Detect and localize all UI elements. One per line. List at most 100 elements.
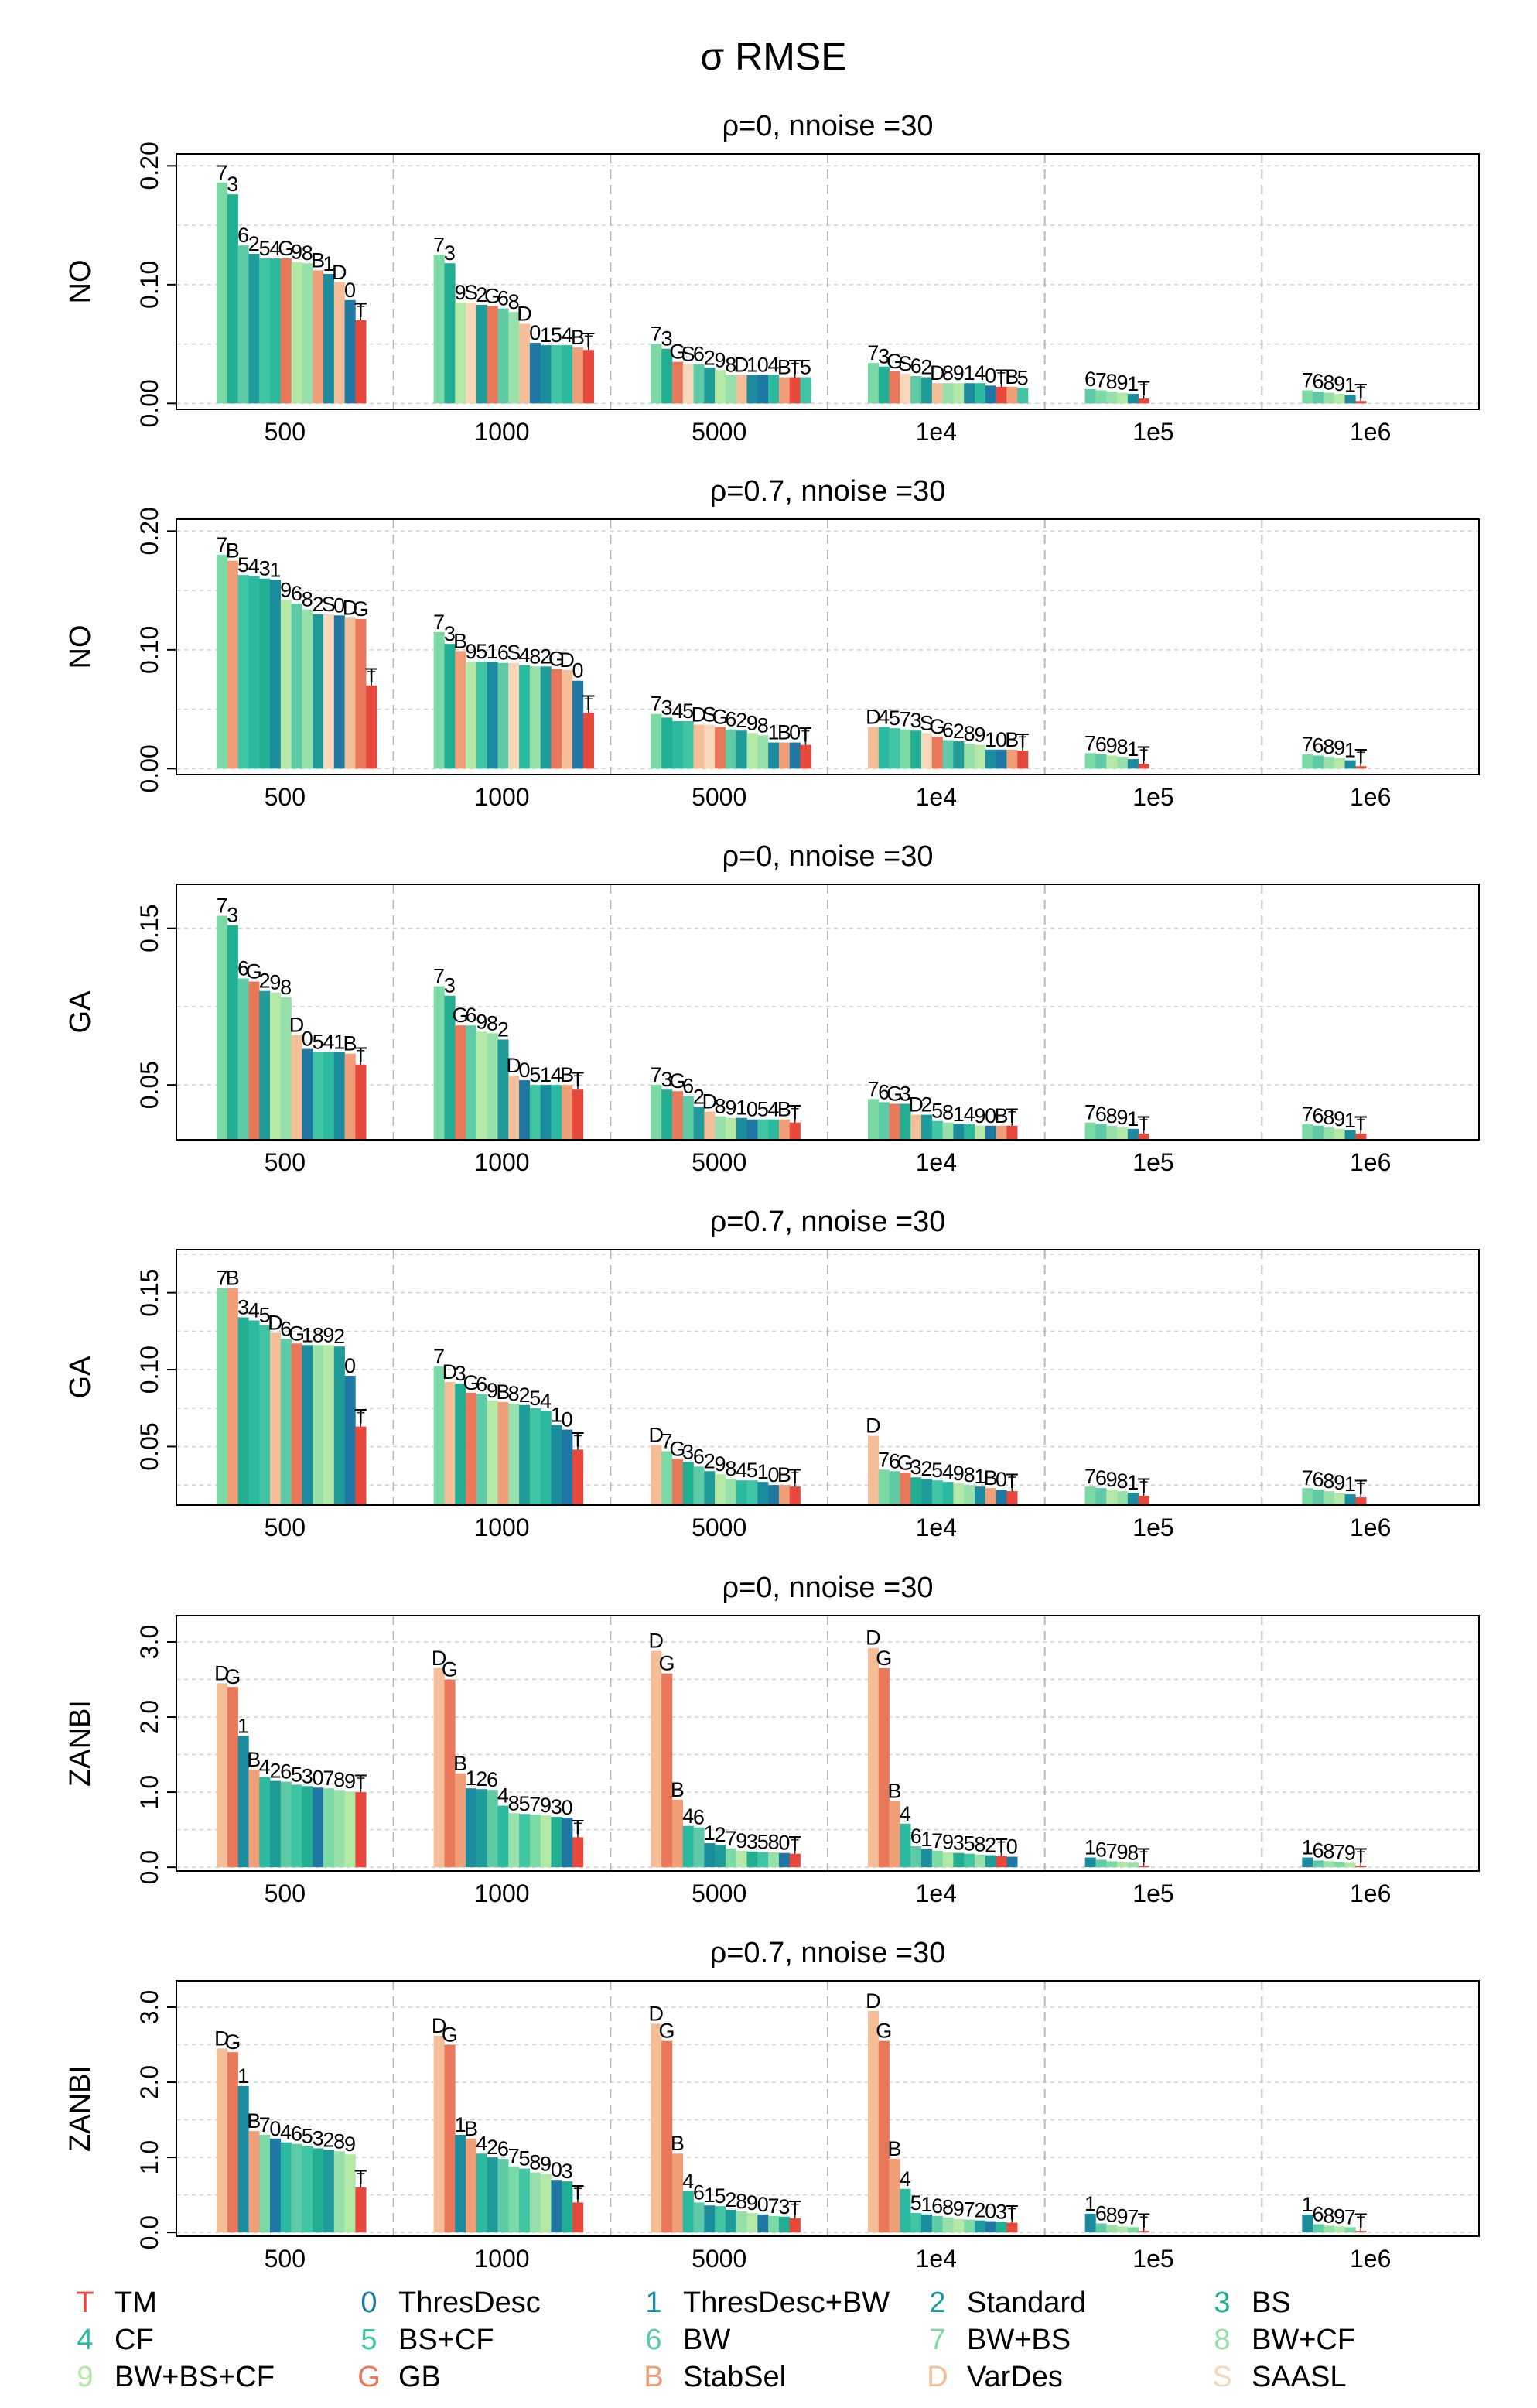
bar-label: 5	[889, 706, 900, 730]
legend-symbol: 0	[360, 2287, 377, 2319]
x-tick-label: 1000	[474, 1514, 529, 1541]
bar-T	[1355, 1133, 1367, 1140]
bar-T	[1138, 1496, 1149, 1505]
bar-9	[746, 733, 758, 769]
bar-label: 8	[942, 1101, 954, 1124]
y-tick-label: 3.0	[135, 1990, 163, 2024]
bar-0	[996, 1490, 1007, 1505]
bar-3	[227, 194, 238, 404]
bar-label: T	[1354, 1112, 1368, 1135]
bar-5	[302, 2146, 313, 2233]
bar-1	[1084, 1857, 1096, 1868]
bar-label: 5	[291, 1763, 302, 1786]
bar-8	[975, 1854, 986, 1868]
bar-label: B	[984, 1466, 998, 1490]
bar-label: B	[671, 2132, 685, 2155]
bar-2	[921, 1114, 933, 1140]
bar-label: S	[322, 593, 336, 616]
bar-1	[466, 1788, 477, 1868]
bar-label: 4	[476, 2132, 487, 2155]
y-axis-label: NO	[64, 625, 97, 669]
bar-label: 3	[444, 622, 456, 645]
bar-T	[1138, 1866, 1149, 1868]
bar-S	[466, 302, 477, 404]
bar-4	[248, 1320, 260, 1505]
bar-T	[582, 713, 594, 769]
bar-8	[768, 1852, 780, 1868]
bar-label: 6	[693, 1806, 705, 1829]
bar-6	[942, 740, 954, 769]
bar-9	[1106, 755, 1118, 769]
bar-T	[355, 1064, 367, 1140]
bar-label: T	[1006, 2201, 1019, 2225]
bar-label: 4	[974, 361, 985, 385]
x-tick-label: 500	[265, 1514, 306, 1541]
bar-label: 2	[736, 709, 747, 732]
bar-label: B	[311, 248, 325, 272]
bar-label: 0	[1006, 1835, 1018, 1859]
bar-T	[572, 2202, 584, 2233]
bar-label: D	[432, 2014, 447, 2037]
bar-9	[1334, 758, 1345, 769]
bar-3	[551, 1817, 562, 1868]
bar-label: 5	[518, 2147, 530, 2170]
bar-4	[270, 258, 282, 404]
bar-1	[487, 662, 498, 769]
bar-6	[725, 729, 737, 769]
bar-label: B	[777, 356, 791, 379]
bar-5	[800, 377, 811, 404]
bar-7	[217, 1288, 228, 1505]
bar-label: 1	[768, 721, 780, 744]
y-tick-label: 0.05	[135, 1422, 163, 1470]
bar-7	[1334, 1862, 1345, 1868]
bar-B	[344, 1053, 356, 1140]
bar-label: 1	[974, 1465, 985, 1488]
bar-9	[540, 1815, 552, 1868]
bar-1	[1127, 1493, 1139, 1505]
bar-label: 7	[1344, 2205, 1356, 2228]
bar-6	[910, 376, 922, 404]
legend-item-tm: T TM	[76, 2287, 156, 2319]
bar-label: 9	[1334, 737, 1345, 760]
bar-B	[889, 2159, 900, 2233]
bar-label: 8	[964, 1463, 975, 1486]
bar-S	[323, 614, 335, 769]
bar-6	[291, 2143, 302, 2233]
bar-1	[757, 1482, 769, 1505]
y-tick-label: 0.05	[135, 1061, 163, 1109]
legend-symbol: T	[76, 2287, 94, 2319]
bar-label: 8	[725, 1457, 736, 1480]
bar-label: 8	[1116, 735, 1128, 758]
bar-label: 1	[269, 558, 281, 581]
bar-label: 1	[757, 1460, 769, 1483]
bar-T	[572, 1089, 584, 1140]
bar-T	[1355, 766, 1367, 769]
bar-label: 3	[444, 241, 456, 265]
y-tick-label: 1.0	[135, 2140, 163, 2174]
bar-4	[682, 2191, 694, 2233]
bar-T	[1138, 2231, 1149, 2233]
bar-8	[1106, 2225, 1118, 2233]
bar-label: 1	[704, 2184, 716, 2207]
bar-label: 5	[757, 1831, 769, 1854]
bar-4	[323, 1052, 335, 1140]
bar-label: 9	[746, 711, 758, 734]
bar-label: B	[496, 1380, 510, 1404]
x-tick-label: 1e6	[1350, 1880, 1391, 1907]
bar-7	[868, 363, 880, 404]
bar-label: 8	[529, 645, 541, 668]
bar-3	[661, 1089, 673, 1140]
bar-label: 2	[487, 2136, 498, 2159]
bar-label: 0	[996, 1468, 1007, 1491]
bar-label: 2	[704, 346, 716, 369]
bar-label: 9	[1106, 1468, 1118, 1491]
x-tick-label: 1e4	[916, 1514, 957, 1541]
bar-1	[985, 749, 996, 769]
bar-8	[313, 1345, 324, 1505]
bar-label: 6	[693, 1445, 705, 1468]
bar-4	[551, 1085, 562, 1140]
bar-1	[302, 1345, 313, 1505]
